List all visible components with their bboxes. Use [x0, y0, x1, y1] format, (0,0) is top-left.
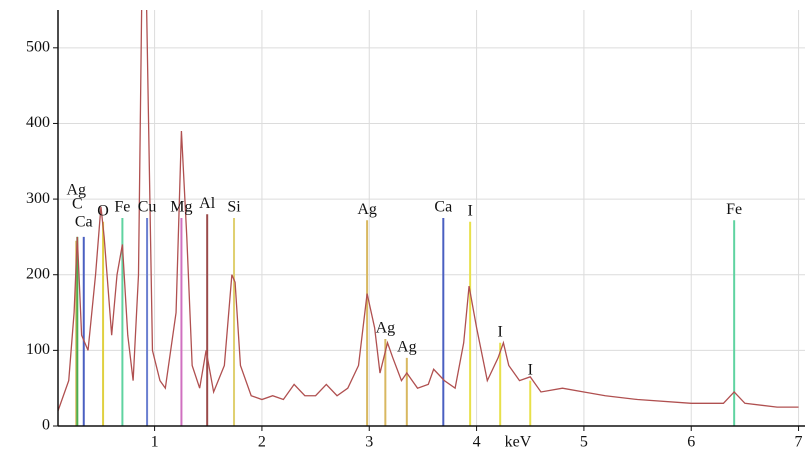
spectrum-line [58, 10, 799, 412]
y-tick-label: 500 [26, 38, 50, 55]
element-label: C [72, 196, 83, 213]
y-tick-label: 100 [26, 341, 50, 358]
element-label: Fe [726, 201, 742, 218]
y-tick-label: 400 [26, 114, 50, 131]
element-label: I [467, 202, 472, 219]
element-label: Ca [75, 214, 93, 231]
element-label: Si [227, 199, 241, 216]
x-tick-label: 1 [151, 434, 159, 451]
y-tick-label: 200 [26, 265, 50, 282]
x-tick-label: 7 [795, 434, 803, 451]
x-tick-label: 5 [580, 434, 588, 451]
x-axis-label: keV [505, 434, 532, 451]
element-label: I [528, 361, 533, 378]
x-tick-label: 4 [473, 434, 481, 451]
element-label: Ag [376, 320, 396, 337]
element-label: I [498, 323, 503, 340]
x-tick-label: 6 [687, 434, 695, 451]
element-label: O [97, 202, 109, 219]
x-tick-label: 3 [365, 434, 373, 451]
element-label: Cu [138, 199, 157, 216]
element-label: Ag [66, 181, 86, 198]
element-label: Mg [170, 199, 192, 216]
element-label: Al [199, 195, 216, 212]
element-label: Fe [114, 199, 130, 216]
y-tick-label: 0 [42, 417, 50, 434]
element-label: Ag [397, 339, 417, 356]
y-tick-label: 300 [26, 190, 50, 207]
element-label: Ca [434, 199, 452, 216]
x-tick-label: 2 [258, 434, 266, 451]
element-label: Ag [357, 201, 377, 218]
